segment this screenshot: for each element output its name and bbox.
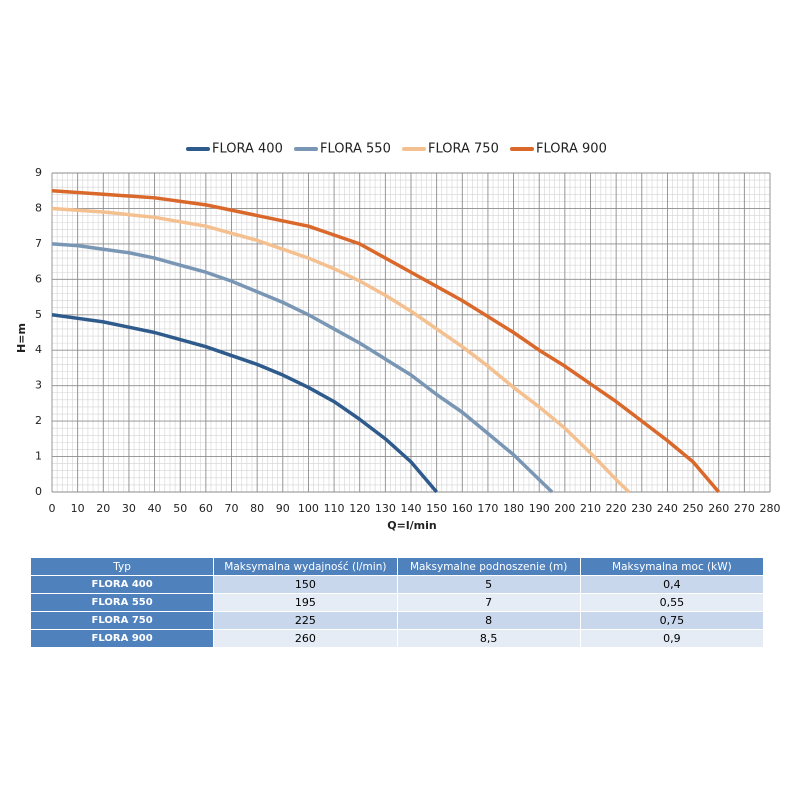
- y-tick-label: 5: [35, 308, 42, 321]
- y-tick-label: 8: [35, 201, 42, 214]
- y-axis-label: H=m: [15, 323, 28, 353]
- table-cell: 260: [213, 629, 398, 648]
- x-tick-label: 250: [683, 502, 704, 515]
- x-tick-label: 90: [276, 502, 290, 515]
- y-tick-label: 0: [35, 485, 42, 498]
- x-tick-label: 170: [477, 502, 498, 515]
- table-cell: FLORA 400: [29, 575, 215, 594]
- table-cell: 5: [396, 575, 581, 594]
- table-cell: 0,9: [579, 629, 765, 648]
- y-tick-label: 4: [35, 343, 42, 356]
- table-cell: 0,4: [579, 575, 765, 594]
- x-tick-label: 270: [734, 502, 755, 515]
- table-cell: 0,55: [579, 593, 765, 612]
- y-tick-label: 9: [35, 166, 42, 179]
- table-cell: FLORA 750: [29, 611, 215, 630]
- table-row: FLORA 900 260 8,5 0,9: [29, 629, 765, 648]
- table-cell: 0,75: [579, 611, 765, 630]
- spec-table: Typ Maksymalna wydajność (l/min) Maksymaln…: [29, 557, 765, 648]
- x-tick-label: 150: [426, 502, 447, 515]
- table-row: FLORA 550 195 7 0,55: [29, 593, 765, 612]
- y-tick-label: 7: [35, 237, 42, 250]
- x-tick-label: 30: [122, 502, 136, 515]
- series-line: [51, 242, 554, 494]
- x-tick-label: 210: [580, 502, 601, 515]
- series-line: [51, 206, 631, 494]
- chart: Q=l/min H=m 0 10 20 30 40 50 60 70 80 90 100 110 120…: [15, 142, 781, 533]
- table-cell: 150: [213, 575, 398, 594]
- x-tick-label: 220: [606, 502, 627, 515]
- x-tick-label: 60: [199, 502, 213, 515]
- table-header-cell: Maksymalna moc (kW): [579, 557, 765, 576]
- table-cell: FLORA 550: [29, 593, 215, 612]
- x-tick-label: 200: [554, 502, 575, 515]
- x-tick-label: 140: [401, 502, 422, 515]
- table-cell: 8,5: [396, 629, 581, 648]
- table-row: FLORA 400 150 5 0,4: [29, 575, 765, 594]
- series-line: [51, 188, 721, 494]
- y-tick-label: 3: [35, 379, 42, 392]
- x-tick-label: 240: [657, 502, 678, 515]
- series-line: [51, 313, 438, 494]
- x-tick-label: 50: [173, 502, 187, 515]
- x-tick-label: 190: [529, 502, 550, 515]
- x-axis-label: Q=l/min: [387, 519, 436, 532]
- x-tick-label: 260: [708, 502, 729, 515]
- legend-label: FLORA 750: [428, 142, 499, 157]
- table-cell: FLORA 900: [29, 629, 215, 648]
- table-cell: 225: [213, 611, 398, 630]
- x-tick-label: 280: [760, 502, 781, 515]
- table-header-cell: Maksymalne podnoszenie (m): [396, 557, 581, 576]
- x-tick-label: 180: [503, 502, 524, 515]
- table-cell: 8: [396, 611, 581, 630]
- y-tick-label: 1: [35, 450, 42, 463]
- x-tick-label: 40: [148, 502, 162, 515]
- x-tick-label: 20: [96, 502, 110, 515]
- table-cell: 195: [213, 593, 398, 612]
- y-tick-label: 6: [35, 272, 42, 285]
- x-tick-label: 230: [631, 502, 652, 515]
- x-tick-label: 120: [349, 502, 370, 515]
- x-tick-label: 0: [49, 502, 56, 515]
- x-tick-label: 100: [298, 502, 319, 515]
- table-row: FLORA 750 225 8 0,75: [29, 611, 765, 630]
- y-tick-label: 2: [35, 414, 42, 427]
- legend-label: FLORA 550: [320, 142, 391, 157]
- x-tick-label: 110: [324, 502, 345, 515]
- legend-label: FLORA 900: [536, 142, 607, 157]
- table-header-cell: Maksymalna wydajność (l/min): [213, 557, 398, 576]
- x-tick-label: 80: [250, 502, 264, 515]
- x-tick-label: 130: [375, 502, 396, 515]
- x-tick-label: 70: [225, 502, 239, 515]
- x-tick-label: 10: [71, 502, 85, 515]
- table-cell: 7: [396, 593, 581, 612]
- x-tick-label: 160: [452, 502, 473, 515]
- legend-label: FLORA 400: [212, 142, 283, 157]
- table-header-cell: Typ: [29, 557, 215, 576]
